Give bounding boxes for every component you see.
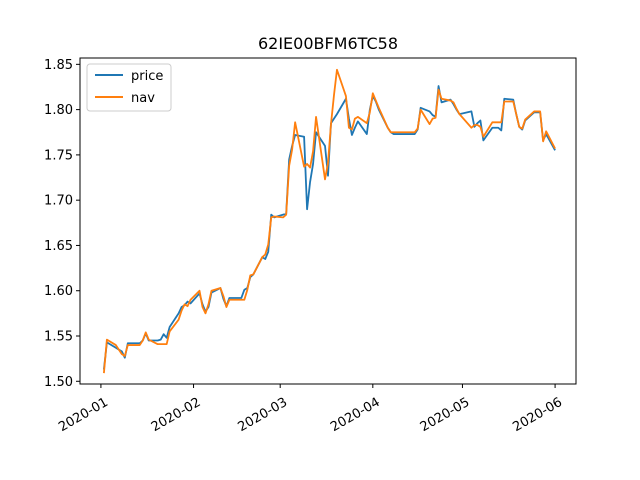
y-tick-label: 1.80	[44, 103, 73, 118]
y-tick-label: 1.50	[44, 375, 73, 390]
series-line-nav	[103, 68, 556, 374]
series-line-price	[103, 85, 556, 370]
y-tick-label: 1.85	[44, 58, 73, 73]
y-tick-label: 1.65	[44, 239, 73, 254]
y-tick-label: 1.60	[44, 284, 73, 299]
legend-label-price: price	[131, 69, 163, 84]
y-axis: 1.50 1.55 1.60 1.65 1.70 1.75 1.80 1.85	[44, 58, 80, 390]
chart-title: 62IE00BFM6TC58	[258, 34, 398, 53]
series-layer	[103, 68, 556, 374]
y-tick-label: 1.55	[44, 330, 73, 345]
legend-label-nav: nav	[131, 91, 155, 106]
y-tick-label: 1.75	[44, 148, 73, 163]
legend: price nav	[86, 63, 172, 112]
y-tick-label: 1.70	[44, 194, 73, 209]
plot-frame	[79, 57, 577, 385]
